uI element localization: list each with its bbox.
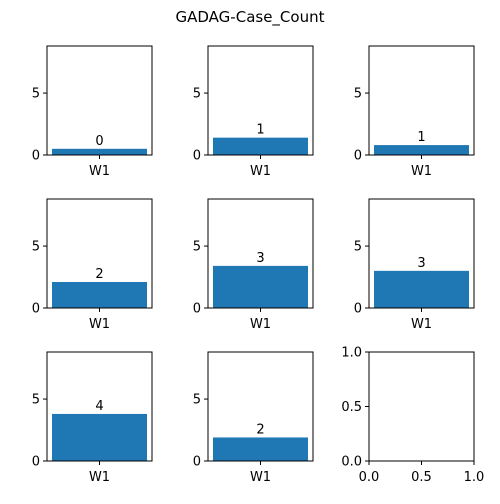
y-tick-label: 5	[354, 87, 362, 102]
y-tick-label: 0	[193, 302, 201, 317]
x-tick-label: W1	[411, 164, 432, 179]
figure-title: GADAG-Case_Count	[176, 8, 325, 27]
y-tick-label: 1.0	[341, 346, 362, 361]
y-tick-label: 5	[32, 240, 40, 255]
bar-data-label: 2	[95, 267, 103, 282]
panel-5: 3 0 5 W1	[193, 198, 314, 332]
y-tick-label: 0.5	[341, 400, 362, 415]
x-tick-label: 1.0	[464, 470, 485, 485]
x-tick-label: W1	[89, 317, 110, 332]
y-tick-label: 0	[32, 455, 40, 470]
y-tick-label: 5	[193, 240, 201, 255]
panel-4: 2 0 5 W1	[32, 198, 153, 332]
bar	[213, 265, 308, 308]
y-tick-label: 5	[193, 87, 201, 102]
y-tick-label: 5	[193, 393, 201, 408]
bar-data-label: 4	[95, 399, 103, 414]
bar-data-label: 0	[95, 134, 103, 149]
bar	[52, 413, 147, 461]
y-tick-label: 0.0	[341, 455, 362, 470]
panel-8: 2 0 5 W1	[193, 351, 314, 485]
bar	[374, 145, 469, 155]
bar	[213, 137, 308, 155]
panel-3: 1 0 5 W1	[354, 45, 475, 179]
y-tick-label: 0	[354, 302, 362, 317]
panel-9: 0.0 0.5 1.0 0.0 0.5 1.0	[341, 346, 484, 486]
y-tick-label: 0	[32, 302, 40, 317]
x-tick-label: W1	[250, 470, 271, 485]
bar	[374, 270, 469, 308]
bar-data-label: 3	[256, 251, 264, 266]
x-tick-label: W1	[411, 317, 432, 332]
x-tick-label: 0.5	[411, 470, 432, 485]
panel-7: 4 0 5 W1	[32, 351, 153, 485]
bar	[52, 281, 147, 308]
x-tick-label: W1	[89, 470, 110, 485]
bar-data-label: 2	[256, 422, 264, 437]
y-tick-label: 0	[32, 149, 40, 164]
panel-1: 0 0 5 W1	[32, 45, 153, 179]
y-tick-label: 0	[354, 149, 362, 164]
bar	[213, 437, 308, 461]
x-tick-label: W1	[250, 317, 271, 332]
bar	[52, 148, 147, 155]
y-tick-label: 0	[193, 149, 201, 164]
x-tick-label: 0.0	[359, 470, 380, 485]
bar-data-label: 1	[417, 130, 425, 145]
y-tick-label: 5	[32, 87, 40, 102]
panel-2: 1 0 5 W1	[193, 45, 314, 179]
y-tick-label: 0	[193, 455, 201, 470]
axes-frame	[368, 351, 475, 462]
y-tick-label: 5	[354, 240, 362, 255]
y-tick-label: 5	[32, 393, 40, 408]
bar-data-label: 3	[417, 256, 425, 271]
bar-data-label: 1	[256, 123, 264, 138]
x-tick-label: W1	[250, 164, 271, 179]
panel-6: 3 0 5 W1	[354, 198, 475, 332]
x-tick-label: W1	[89, 164, 110, 179]
panels: 0 0 5 W1 1 0 5 W1 1 0 5 W1 2 0 5 W1 3 0 5 W1 3 0 5 W1 4 0 5 W1 2 0 5 W1…	[32, 45, 484, 486]
